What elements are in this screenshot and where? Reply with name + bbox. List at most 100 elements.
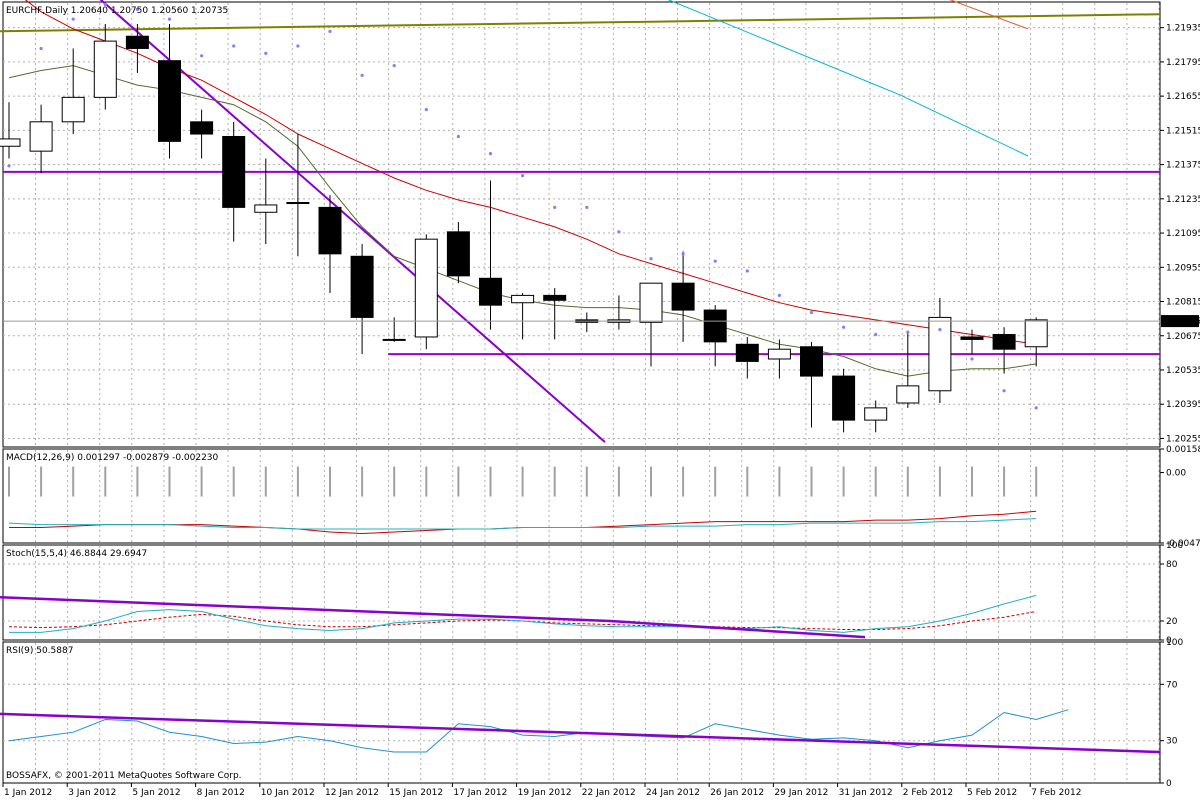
candle-body: [800, 346, 823, 377]
x-axis-tick-label: 29 Jan 2012: [774, 788, 828, 798]
sar-dot: [488, 151, 493, 156]
main-y-tick-label: 1.21795: [1166, 58, 1200, 68]
candle-body: [896, 385, 920, 404]
last-price-box: [1161, 315, 1199, 328]
stoch-y-tick-label: 80: [1166, 560, 1178, 570]
sar-dot: [874, 332, 878, 337]
candle-body: [61, 96, 85, 123]
x-axis-tick-label: 12 Jan 2012: [325, 788, 379, 798]
candle-body: [992, 334, 1016, 350]
sar-dot: [200, 54, 204, 58]
sar-dot: [328, 29, 332, 33]
copyright-label: BOSSAFX, © 2001-2011 MetaQuotes Software…: [6, 771, 242, 781]
rsi-y-tick-label: 70: [1166, 680, 1178, 690]
candle-body: [382, 338, 406, 341]
sar-dot: [360, 73, 364, 77]
rsi-y-tick-label: 100: [1166, 638, 1183, 648]
sar-dot: [456, 134, 460, 139]
stoch-y-tick-label: 0: [1166, 636, 1172, 646]
candle-body: [414, 238, 438, 338]
candle-body: [864, 407, 888, 421]
sar-dot: [553, 205, 557, 209]
stoch-header-label: Stoch(15,5,4) 46.8844 29.6947: [6, 549, 147, 559]
candle-body: [125, 35, 149, 49]
x-axis-tick-label: 15 Jan 2012: [389, 788, 443, 798]
stoch-main-line: [9, 594, 1037, 633]
sar-dot: [103, 2, 107, 7]
main-y-tick-label: 1.21515: [1166, 126, 1200, 136]
macd-y-tick-label: -0.00474: [1166, 539, 1200, 549]
candle-body: [479, 277, 502, 306]
rsi-y-tick-label: 30: [1166, 737, 1178, 747]
ma-cyan-line: [667, 0, 1029, 157]
sar-dot: [167, 17, 172, 21]
candle-body: [286, 201, 310, 204]
main-y-tick-label: 1.20675: [1166, 332, 1200, 342]
x-axis-tick-label: 8 Jan 2012: [197, 788, 245, 798]
x-axis-tick-label: 2 Feb 2012: [903, 788, 953, 798]
x-axis-tick-label: 5 Feb 2012: [967, 788, 1017, 798]
sar-dot: [39, 46, 43, 51]
sar-dot: [71, 17, 75, 21]
candle-body: [158, 60, 181, 142]
x-axis-tick-label: 19 Jan 2012: [518, 788, 572, 798]
rsi-y-tick-label: 0: [1166, 779, 1172, 789]
rsi-header-label: RSI(9) 50.5887: [6, 646, 73, 656]
macd-y-tick-label: 0.00: [1166, 469, 1186, 479]
macd-header-label: MACD(12,26,9) 0.001297 -0.002879 -0.0022…: [6, 453, 219, 463]
main-header-label: EURCHF,Daily 1.20640 1.20750 1.20560 1.2…: [6, 6, 228, 16]
macd-y-tick-label: 0.001585: [1166, 445, 1200, 455]
candle-body: [222, 135, 246, 208]
sar-dot: [585, 205, 589, 209]
sar-dot: [809, 310, 814, 315]
candle-body: [543, 294, 567, 301]
candle-body: [639, 282, 663, 323]
x-axis-tick-label: 17 Jan 2012: [453, 788, 507, 798]
rsi-panel-frame: [2, 641, 1161, 784]
sar-dot: [713, 259, 717, 263]
x-axis-tick-label: 3 Jan 2012: [68, 788, 116, 798]
sar-dot: [649, 257, 653, 261]
macd-panel-frame: [2, 448, 1161, 544]
rsi-trend-line: [0, 712, 1161, 754]
sar-dot: [264, 51, 268, 55]
main-y-tick-label: 1.21655: [1166, 92, 1200, 102]
sar-dot: [1034, 406, 1038, 410]
main-y-tick-label: 1.21375: [1166, 161, 1200, 171]
candle-body: [671, 282, 695, 311]
main-y-tick-label: 1.21235: [1166, 195, 1200, 205]
stoch-trend-line: [0, 596, 866, 639]
x-axis-tick-label: 22 Jan 2012: [582, 788, 636, 798]
candle-body: [511, 294, 535, 304]
main-y-tick-label: 1.20255: [1166, 434, 1200, 444]
candle-body: [29, 121, 53, 152]
main-y-tick-label: 1.21095: [1166, 229, 1200, 239]
sar-dot: [232, 44, 236, 48]
sar-dot: [970, 357, 974, 361]
ma-olive-long-line: [0, 13, 1161, 33]
sar-dot: [681, 252, 685, 256]
main-y-tick-label: 1.20395: [1166, 400, 1200, 410]
sar-dot: [296, 44, 300, 48]
candle-body: [832, 375, 856, 421]
candle-body: [318, 206, 342, 255]
candle-body: [350, 255, 374, 318]
candle-body: [1024, 319, 1048, 348]
candle-body: [254, 204, 278, 213]
candle-body: [767, 348, 791, 360]
stoch-y-tick-label: 100: [1166, 541, 1183, 551]
x-axis-tick-label: 31 Jan 2012: [839, 788, 893, 798]
sar-dot: [906, 330, 910, 334]
candle-body: [928, 316, 952, 392]
sar-dot: [617, 230, 621, 234]
x-axis-tick-label: 26 Jan 2012: [710, 788, 764, 798]
sar-dot: [745, 269, 749, 273]
main-y-tick-label: 1.20535: [1166, 366, 1200, 376]
candle-body: [93, 40, 117, 98]
sar-dot: [1002, 389, 1006, 393]
candle-body: [960, 336, 984, 340]
sar-dot: [392, 63, 396, 68]
main-panel-frame: [2, 1, 1161, 448]
